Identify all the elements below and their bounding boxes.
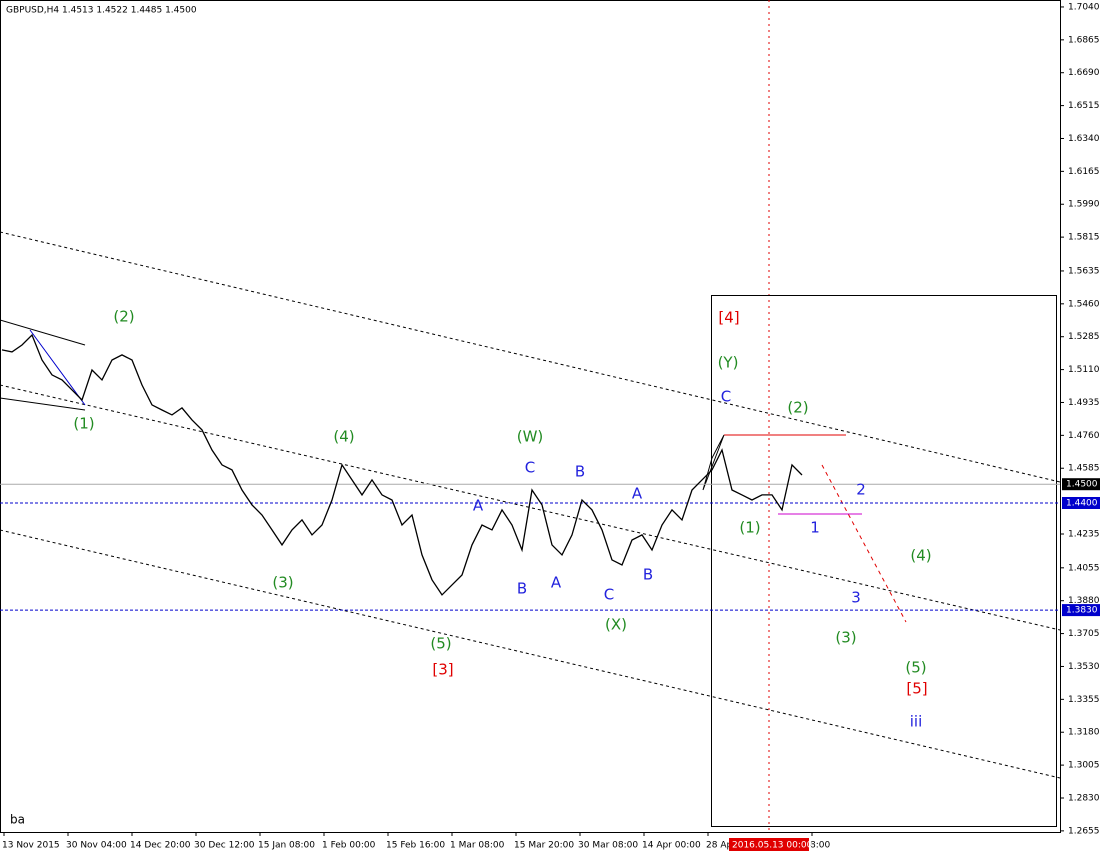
wave-label: 2	[856, 481, 866, 499]
plot-frame	[0, 0, 1061, 833]
wave-label: iii	[910, 713, 923, 731]
y-tick-label: 1.3705	[1068, 629, 1100, 639]
y-tick-label: 1.2655	[1068, 826, 1100, 836]
y-tick-label: 1.7040	[1068, 2, 1100, 12]
y-tick-label: 1.6340	[1068, 134, 1100, 144]
y-tick-label: 1.3355	[1068, 695, 1100, 705]
price-label: 1.4400	[1066, 498, 1098, 508]
wave-label: [4]	[718, 309, 739, 327]
channel-line	[0, 384, 1061, 631]
y-tick-label: 1.5460	[1068, 299, 1100, 309]
y-tick-label: 1.2830	[1068, 793, 1100, 803]
box	[711, 295, 1057, 827]
corner-text: ba	[10, 813, 25, 827]
y-tick-label: 1.4935	[1068, 398, 1100, 408]
y-tick-label: 1.3880	[1068, 596, 1100, 606]
x-tick-label: 8:00	[810, 841, 830, 851]
wave-label: B	[517, 580, 527, 598]
wave-label: (1)	[73, 415, 94, 433]
x-tick-label: 15 Jan 08:00	[258, 841, 315, 851]
wave-label: A	[551, 574, 562, 592]
y-tick-label: 1.5815	[1068, 233, 1100, 243]
x-tick-label: 1 Feb 00:00	[322, 841, 376, 851]
wave-label: C	[721, 388, 731, 406]
y-tick-label: 1.6515	[1068, 101, 1100, 111]
channel-line	[0, 231, 1061, 483]
x-tick-label: 15 Feb 16:00	[386, 841, 445, 851]
x-tick-label: 28 Ap	[706, 841, 732, 851]
wave-label: C	[604, 586, 614, 604]
y-tick-label: 1.3180	[1068, 728, 1100, 738]
y-tick-label: 1.5285	[1068, 332, 1100, 342]
y-tick-label: 1.4235	[1068, 529, 1100, 539]
wave-label: (Y)	[718, 354, 739, 372]
y-tick-label: 1.6165	[1068, 167, 1100, 177]
price-box	[1062, 604, 1100, 617]
wave-label: (X)	[605, 616, 627, 634]
y-tick-label: 1.5635	[1068, 266, 1100, 276]
wave-label: (4)	[910, 547, 931, 565]
wave-label: (4)	[333, 428, 354, 446]
cursor-time: 2016.05.13 00:00	[732, 841, 813, 851]
wave-label: (2)	[113, 308, 134, 326]
wave-label: (2)	[787, 399, 808, 417]
y-tick-label: 1.6690	[1068, 68, 1100, 78]
wave-label: (W)	[517, 428, 544, 446]
x-tick-label: 30 Nov 04:00	[66, 841, 127, 851]
y-tick-label: 1.3530	[1068, 662, 1100, 672]
price-box	[1062, 496, 1100, 509]
y-tick-label: 1.5990	[1068, 200, 1100, 210]
cursor-time-box	[729, 838, 809, 851]
channel-line	[0, 529, 1061, 779]
wave-label: B	[575, 463, 585, 481]
x-tick-label: 14 Dec 20:00	[130, 841, 191, 851]
y-tick-label: 1.4055	[1068, 563, 1100, 573]
wave-label: (5)	[430, 635, 451, 653]
wave-label: [5]	[906, 680, 927, 698]
x-tick-label: 1 Mar 08:00	[450, 841, 505, 851]
chart-title: GBPUSD,H4 1.4513 1.4522 1.4485 1.4500	[6, 6, 197, 16]
price-label: 1.3830	[1066, 606, 1098, 616]
wave-label: (1)	[739, 519, 760, 537]
wave-label: [3]	[432, 661, 453, 679]
x-tick-label: 15 Mar 20:00	[514, 841, 574, 851]
wave-label: A	[632, 485, 643, 503]
x-tick-label: 30 Dec 12:00	[194, 841, 255, 851]
channel-lines	[0, 0, 1061, 832]
wave-label: 3	[851, 589, 861, 607]
y-tick-label: 1.4585	[1068, 464, 1100, 474]
y-tick-label: 1.6865	[1068, 35, 1100, 45]
wave-label: A	[473, 497, 484, 515]
wave-label: (5)	[905, 659, 926, 677]
wave-label: (3)	[272, 574, 293, 592]
price-label: 1.4500	[1066, 480, 1098, 490]
y-tick-label: 1.5110	[1068, 365, 1100, 375]
price-line-series	[1, 333, 803, 596]
wave-label: B	[643, 566, 653, 584]
x-tick-label: 14 Apr 00:00	[642, 841, 701, 851]
wave-label: C	[525, 459, 535, 477]
projection-line	[821, 464, 907, 623]
wave-label: 1	[810, 519, 820, 537]
x-tick-label: 13 Nov 2015	[2, 841, 60, 851]
y-tick-label: 1.3005	[1068, 761, 1100, 771]
x-tick-label: 30 Mar 08:00	[578, 841, 638, 851]
wave-label: (3)	[835, 629, 856, 647]
wedge-line	[0, 397, 86, 411]
price-box	[1062, 478, 1100, 491]
wedge-line	[0, 319, 86, 346]
wedge-line	[29, 329, 86, 406]
y-tick-label: 1.4760	[1068, 431, 1100, 441]
